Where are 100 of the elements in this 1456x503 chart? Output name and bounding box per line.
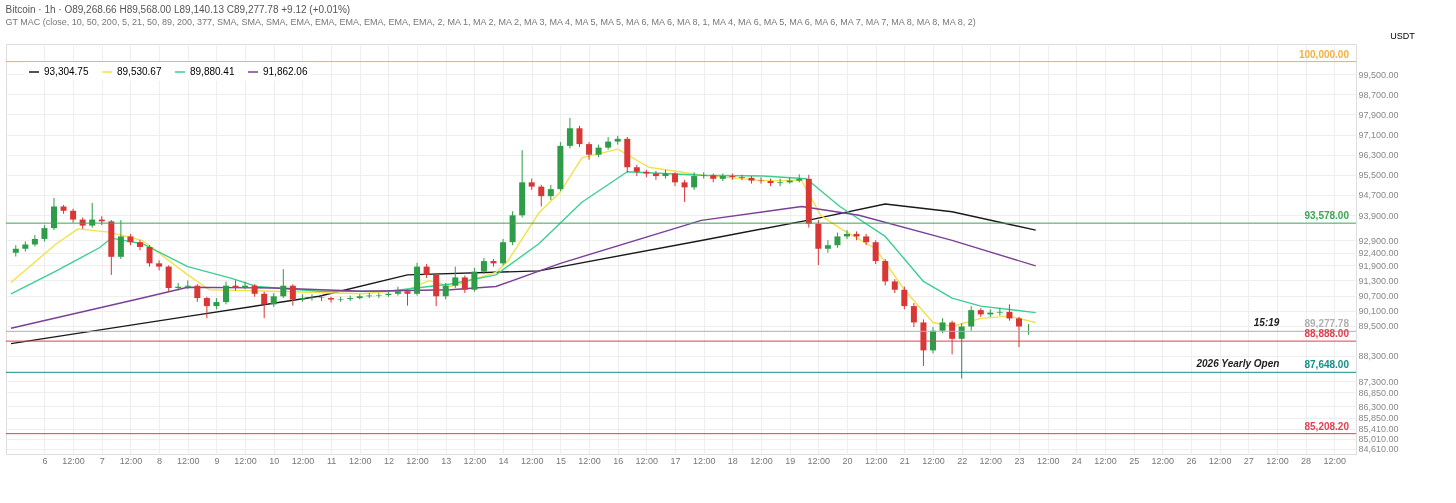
x-tick-label: 12:00 — [62, 455, 85, 466]
y-tick-label: 85,010.00 — [1358, 434, 1399, 445]
candlestick — [863, 233, 870, 246]
annotation: 2026 Yearly Open — [1195, 358, 1280, 370]
candlestick — [777, 178, 784, 187]
chart-title: Bitcoin · 1h · O89,268.66 H89,568.00 L89,140.13 C89,277.78 +9.12 (+0.01%) — [5, 4, 351, 15]
candlestick — [872, 239, 879, 265]
y-tick-label: 95,500.00 — [1358, 170, 1399, 181]
x-tick-label: 22 — [957, 455, 968, 466]
candlestick — [203, 296, 210, 319]
x-tick-label: 12:00 — [119, 455, 143, 466]
y-tick-label: 84,610.00 — [1358, 444, 1399, 455]
x-tick-label: 12:00 — [1151, 455, 1175, 466]
y-tick-label: 97,900.00 — [1358, 109, 1399, 120]
x-tick-label: 10 — [269, 455, 280, 466]
x-tick-label: 28 — [1301, 455, 1312, 466]
x-tick-label: 6 — [42, 455, 48, 466]
candlestick — [146, 244, 153, 268]
candlestick — [117, 219, 124, 260]
candlestick — [738, 174, 745, 181]
candlestick — [165, 264, 172, 293]
x-tick-label: 18 — [727, 455, 738, 466]
x-tick-label: 8 — [157, 455, 163, 466]
y-axis-title: USDT — [1390, 30, 1416, 41]
ref-line-label: 93,578.00 — [1304, 210, 1350, 222]
x-tick-label: 12:00 — [750, 455, 773, 466]
x-tick-label: 12:00 — [1036, 455, 1060, 466]
candlestick — [605, 136, 612, 151]
x-tick-label: 21 — [899, 455, 910, 466]
x-tick-label: 12:00 — [578, 455, 601, 466]
x-tick-label: 23 — [1014, 455, 1025, 466]
x-tick-label: 7 — [99, 455, 105, 466]
y-tick-label: 97,100.00 — [1358, 130, 1399, 141]
y-tick-label: 85,410.00 — [1358, 424, 1399, 435]
x-tick-label: 12:00 — [864, 455, 888, 466]
y-tick-label: 87,300.00 — [1358, 376, 1399, 387]
y-tick-label: 90,700.00 — [1358, 291, 1399, 302]
ref-line-label: 100,000.00 — [1298, 48, 1350, 60]
ref-line-label: 89,277.78 — [1304, 318, 1350, 330]
candlestick — [576, 125, 583, 148]
candlestick — [222, 281, 229, 305]
x-tick-label: 9 — [214, 455, 220, 466]
ref-line-label: 88,888.00 — [1304, 328, 1350, 340]
y-tick-label: 93,900.00 — [1358, 210, 1399, 221]
x-tick-label: 25 — [1129, 455, 1140, 466]
x-tick-label: 12:00 — [807, 455, 831, 466]
candlestick — [996, 307, 1003, 317]
candlestick — [500, 238, 507, 266]
x-tick-label: 14 — [498, 455, 509, 466]
candlestick — [949, 320, 956, 355]
y-tick-label: 99,500.00 — [1358, 69, 1399, 80]
candlestick — [1015, 316, 1022, 348]
legend-label: 89,530.67 — [117, 66, 162, 77]
candlestick — [681, 179, 688, 203]
candlestick — [328, 296, 335, 304]
x-tick-label: 16 — [613, 455, 624, 466]
y-tick-label: 86,300.00 — [1358, 401, 1399, 412]
x-tick-label: 24 — [1071, 455, 1082, 466]
x-tick-label: 27 — [1243, 455, 1254, 466]
y-tick-label: 92,400.00 — [1358, 248, 1399, 259]
chart-subtitle: GT MAC (close, 10, 50, 200, 5, 21, 50, 89, 200, 377, SMA, SMA, SMA, EMA, EMA, EMA, EMA, EMA, EMA, 2, MA 1, MA 2, MA 2, MA 3, MA 4, MA 5, MA 5, MA 6, MA 6, MA 8, 1, MA 4, MA 6, MA 5, MA 6, MA 6, MA 7, MA 7, MA 8, MA 8, MA 8, 2) — [5, 17, 976, 27]
x-tick-label: 17 — [670, 455, 681, 466]
candlestick — [882, 258, 889, 286]
x-tick-label: 12:00 — [291, 455, 315, 466]
candlestick — [394, 286, 401, 297]
candlestick — [538, 184, 545, 207]
candlestick — [958, 322, 965, 380]
x-tick-label: 11 — [326, 455, 337, 466]
candlestick — [289, 283, 296, 307]
candlestick — [968, 305, 975, 332]
candlestick — [700, 171, 707, 180]
x-tick-label: 20 — [842, 455, 853, 466]
y-tick-label: 91,300.00 — [1358, 275, 1399, 286]
y-tick-label: 89,500.00 — [1358, 321, 1399, 332]
ref-line-label: 85,208.20 — [1304, 420, 1350, 432]
x-tick-label: 12:00 — [176, 455, 200, 466]
candlestick — [31, 234, 38, 247]
candlestick — [824, 239, 831, 254]
candlestick — [261, 291, 268, 319]
candlestick — [901, 286, 908, 310]
y-tick-label: 86,850.00 — [1358, 387, 1399, 398]
y-tick-label: 88,300.00 — [1358, 351, 1399, 362]
x-tick-label: 12:00 — [520, 455, 544, 466]
x-tick-label: 12:00 — [234, 455, 257, 466]
candlestick — [433, 272, 440, 307]
candlestick — [910, 302, 917, 328]
candlestick — [452, 266, 459, 289]
y-tick-label: 92,900.00 — [1358, 235, 1399, 246]
x-tick-label: 12:00 — [1266, 455, 1289, 466]
ref-line-label: 87,648.00 — [1304, 359, 1350, 371]
x-tick-label: 12:00 — [463, 455, 487, 466]
y-tick-label: 96,300.00 — [1358, 150, 1399, 161]
x-tick-label: 26 — [1186, 455, 1197, 466]
candlestick — [50, 197, 57, 231]
y-tick-label: 90,100.00 — [1358, 306, 1399, 317]
x-tick-label: 12:00 — [979, 455, 1003, 466]
x-tick-label: 12:00 — [1094, 455, 1117, 466]
y-tick-label: 91,900.00 — [1358, 260, 1399, 271]
x-tick-label: 12:00 — [635, 455, 659, 466]
candlestick — [566, 117, 573, 149]
